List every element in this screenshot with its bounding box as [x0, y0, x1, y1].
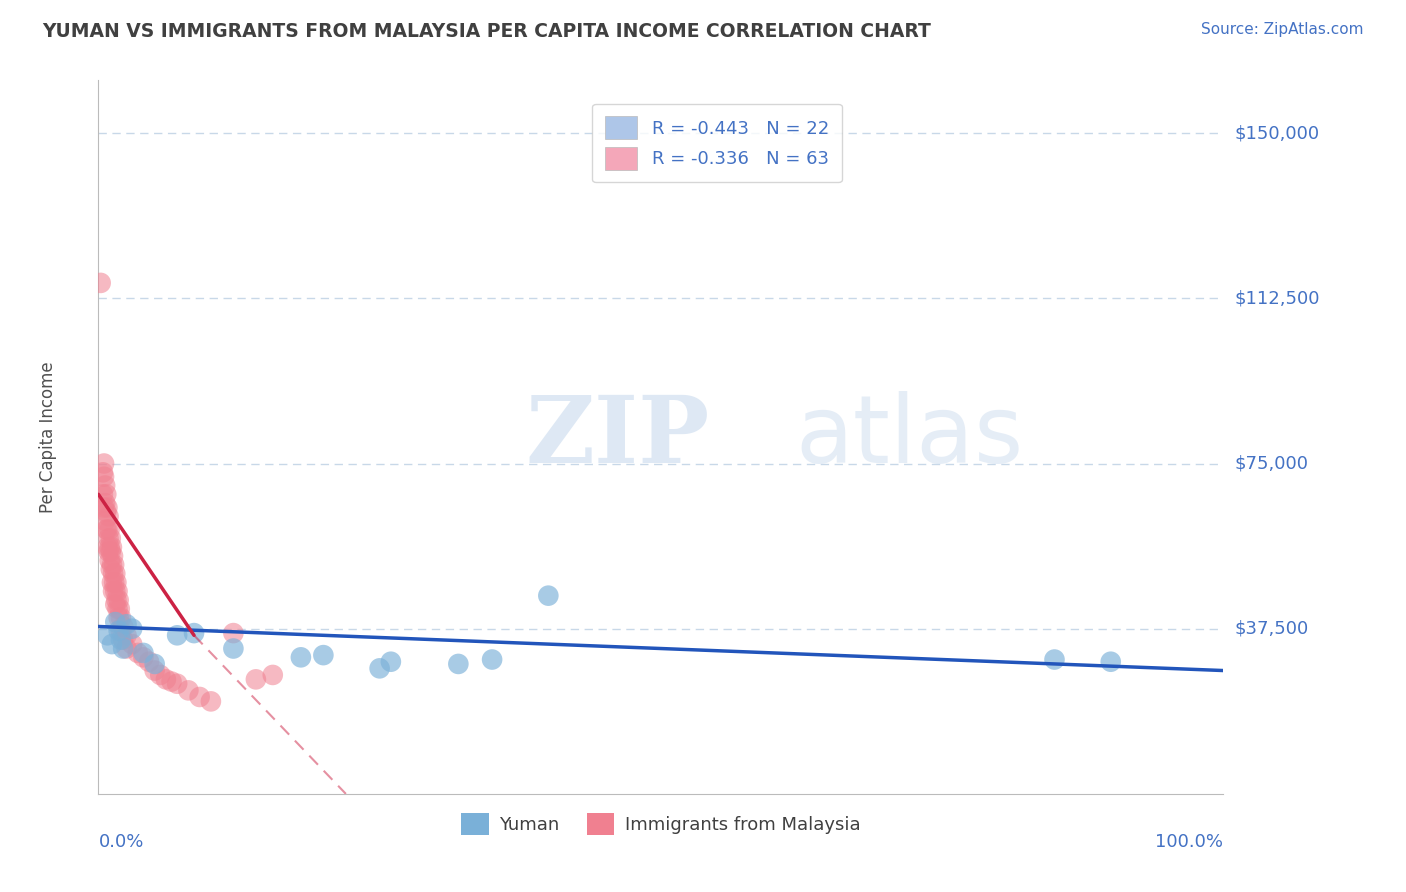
Point [188, 690, 211, 704]
Point [101, 566, 124, 581]
Point [115, 628, 138, 642]
Point [107, 624, 129, 638]
Point [290, 650, 312, 665]
Point [101, 540, 124, 554]
Point [101, 575, 124, 590]
Legend: Yuman, Immigrants from Malaysia: Yuman, Immigrants from Malaysia [454, 805, 868, 842]
Text: atlas: atlas [796, 391, 1024, 483]
Point [127, 646, 149, 660]
Point [481, 652, 503, 666]
Point [200, 694, 222, 708]
Point [93, 500, 115, 515]
Point [155, 673, 177, 687]
Point [98, 553, 121, 567]
Point [100, 532, 122, 546]
Point [110, 610, 132, 624]
Point [262, 668, 284, 682]
Point [112, 641, 135, 656]
Point [112, 619, 135, 633]
Point [166, 628, 188, 642]
Point [100, 562, 122, 576]
Point [98, 523, 121, 537]
Text: $37,500: $37,500 [1234, 620, 1309, 638]
Point [97, 544, 120, 558]
Point [94, 496, 117, 510]
Point [94, 478, 117, 492]
Point [104, 615, 127, 629]
Point [107, 593, 129, 607]
Text: YUMAN VS IMMIGRANTS FROM MALAYSIA PER CAPITA INCOME CORRELATION CHART: YUMAN VS IMMIGRANTS FROM MALAYSIA PER CA… [42, 22, 931, 41]
Point [110, 624, 132, 638]
Point [132, 650, 155, 665]
Point [380, 655, 402, 669]
Text: ZIP: ZIP [526, 392, 710, 482]
Point [96, 505, 118, 519]
Point [96, 523, 118, 537]
Point [91, 487, 114, 501]
Text: Source: ZipAtlas.com: Source: ZipAtlas.com [1201, 22, 1364, 37]
Point [107, 602, 129, 616]
Point [93, 457, 115, 471]
Point [91, 466, 114, 480]
Point [183, 626, 205, 640]
Point [97, 532, 120, 546]
Point [160, 674, 183, 689]
Point [112, 632, 135, 647]
Point [105, 575, 128, 590]
Point [115, 617, 138, 632]
Point [104, 598, 127, 612]
Point [132, 646, 155, 660]
Point [90, 276, 112, 290]
Point [97, 509, 120, 524]
Text: 100.0%: 100.0% [1156, 833, 1223, 851]
Point [96, 628, 118, 642]
Point [93, 469, 115, 483]
Point [121, 637, 143, 651]
Point [101, 549, 124, 563]
Point [101, 637, 124, 651]
Point [104, 566, 127, 581]
Point [312, 648, 335, 662]
Point [96, 523, 118, 537]
Point [96, 500, 118, 515]
Point [96, 487, 118, 501]
Point [103, 558, 125, 572]
Point [222, 641, 245, 656]
Point [101, 584, 124, 599]
Point [177, 683, 200, 698]
Point [104, 584, 127, 599]
Point [103, 575, 125, 590]
Point [108, 602, 131, 616]
Point [245, 673, 267, 687]
Point [96, 540, 118, 554]
Point [166, 677, 188, 691]
Point [368, 661, 391, 675]
Text: Per Capita Income: Per Capita Income [39, 361, 56, 513]
Point [107, 610, 129, 624]
Text: $150,000: $150,000 [1234, 124, 1319, 142]
Point [138, 655, 160, 669]
Text: $112,500: $112,500 [1234, 289, 1320, 308]
Point [94, 514, 117, 528]
Point [100, 544, 122, 558]
Point [149, 668, 172, 682]
Point [143, 664, 166, 678]
Text: $75,000: $75,000 [1234, 455, 1309, 473]
Point [110, 632, 132, 647]
Point [222, 626, 245, 640]
Point [1043, 652, 1066, 666]
Point [537, 589, 560, 603]
Point [115, 641, 138, 656]
Point [98, 540, 121, 554]
Point [107, 584, 129, 599]
Point [143, 657, 166, 671]
Point [101, 558, 124, 572]
Point [121, 622, 143, 636]
Text: 0.0%: 0.0% [98, 833, 143, 851]
Point [447, 657, 470, 671]
Point [105, 593, 128, 607]
Point [1099, 655, 1122, 669]
